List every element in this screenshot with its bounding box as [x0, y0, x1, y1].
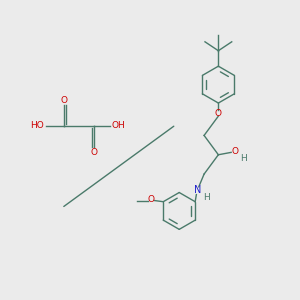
- Text: O: O: [60, 96, 67, 105]
- Text: HO: HO: [30, 121, 44, 130]
- Text: H: H: [203, 194, 210, 202]
- Text: H: H: [240, 154, 246, 163]
- Text: OH: OH: [111, 121, 125, 130]
- Text: O: O: [232, 147, 238, 156]
- Text: N: N: [194, 185, 201, 195]
- Text: O: O: [90, 148, 97, 157]
- Text: O: O: [147, 195, 154, 204]
- Text: O: O: [215, 109, 222, 118]
